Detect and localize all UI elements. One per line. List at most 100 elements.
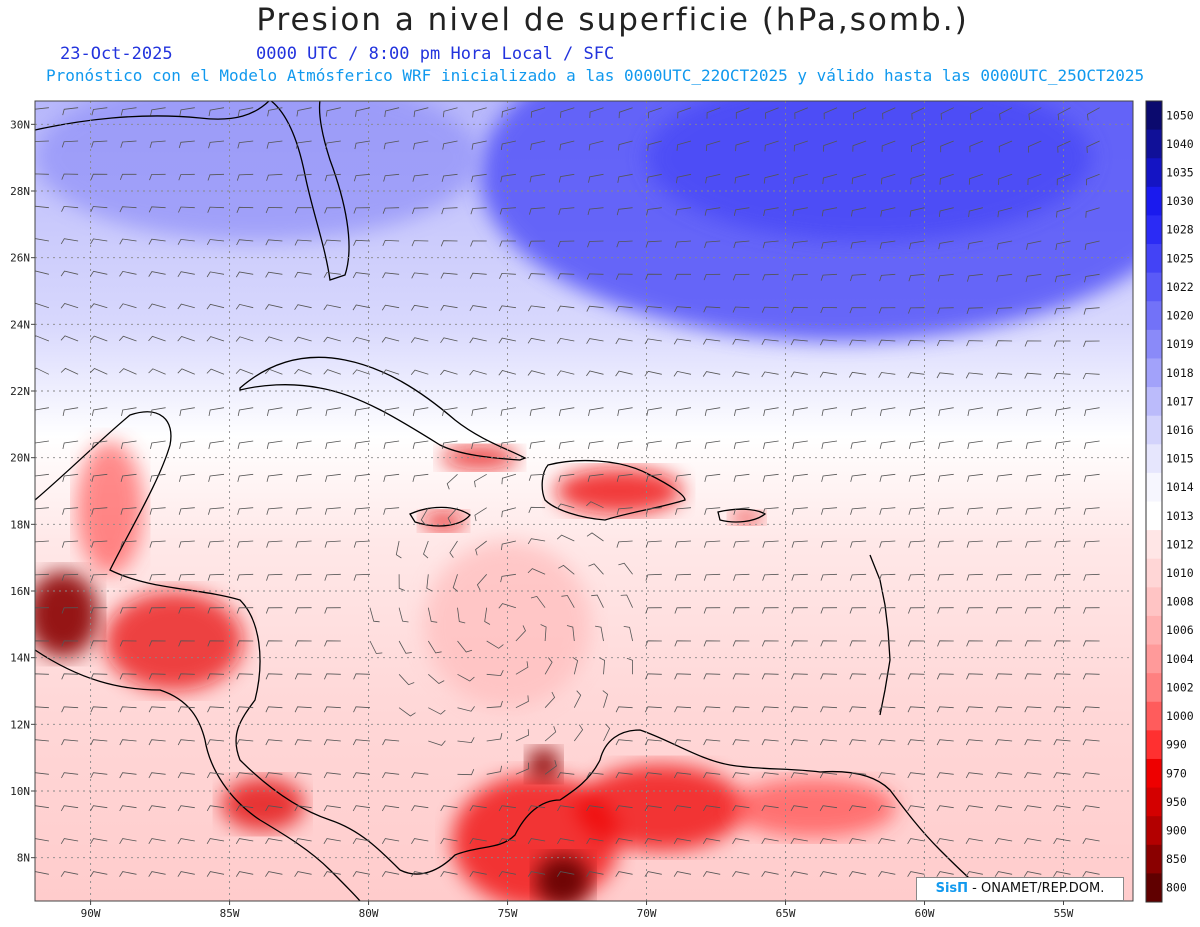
wind-barb bbox=[486, 765, 502, 775]
wind-barb bbox=[997, 207, 1013, 218]
wind-barb bbox=[819, 838, 838, 845]
lat-lon-grid bbox=[35, 101, 1133, 901]
wind-barb bbox=[1086, 140, 1100, 153]
wind-barb bbox=[878, 307, 896, 314]
wind-barb bbox=[1027, 173, 1042, 186]
wind-barb bbox=[616, 507, 633, 515]
wind-barb bbox=[381, 838, 400, 844]
wind-barb bbox=[471, 407, 487, 416]
central-america-coast bbox=[35, 411, 1001, 901]
wind-barb bbox=[558, 407, 575, 416]
wind-barb bbox=[440, 305, 458, 311]
wind-barb bbox=[89, 871, 108, 877]
wind-barb bbox=[207, 640, 225, 647]
wind-barb bbox=[615, 838, 633, 844]
wind-barb bbox=[907, 673, 925, 680]
wind-barb bbox=[1026, 240, 1042, 250]
wind-barb bbox=[937, 307, 954, 314]
wind-barb bbox=[148, 871, 166, 877]
colorbar-swatch bbox=[1146, 387, 1162, 417]
colorbar-label: 1019 bbox=[1166, 337, 1194, 351]
wind-barb bbox=[441, 207, 458, 215]
wind-barb bbox=[586, 305, 604, 312]
wind-barb bbox=[994, 838, 1013, 845]
colorbar-swatch bbox=[1146, 730, 1162, 760]
wind-barb bbox=[442, 107, 458, 118]
wind-barb bbox=[1083, 540, 1100, 548]
wind-barb bbox=[119, 673, 137, 680]
wind-barb bbox=[120, 440, 137, 449]
wind-barb bbox=[937, 573, 954, 581]
colorbar-swatch bbox=[1146, 472, 1162, 502]
wind-barb bbox=[644, 706, 662, 713]
wind-barb bbox=[471, 440, 487, 449]
colorbar-label: 970 bbox=[1166, 766, 1187, 780]
wind-barb bbox=[791, 607, 808, 614]
wind-barb bbox=[618, 107, 633, 119]
wind-barb bbox=[558, 207, 575, 215]
wind-barb bbox=[35, 540, 49, 543]
wind-barb bbox=[732, 772, 750, 779]
wind-barb bbox=[428, 707, 446, 715]
wind-barb bbox=[617, 440, 633, 449]
wind-barb bbox=[761, 805, 779, 812]
wind-barb bbox=[323, 369, 341, 375]
wind-barb bbox=[557, 838, 575, 845]
valid-date: 23-Oct-2025 bbox=[60, 44, 173, 64]
wind-barb bbox=[1054, 607, 1071, 614]
wind-barb bbox=[236, 206, 254, 213]
wind-barb bbox=[849, 673, 867, 680]
wind-barb bbox=[294, 739, 312, 746]
wind-barb bbox=[675, 440, 692, 449]
wind-barb bbox=[878, 739, 896, 746]
wind-barb bbox=[515, 762, 530, 775]
lat-tick-label: 30N bbox=[10, 118, 30, 131]
wind-barb bbox=[1024, 640, 1042, 647]
wind-barb bbox=[703, 739, 721, 746]
wind-barb bbox=[498, 337, 516, 344]
wind-barb bbox=[936, 772, 954, 779]
wind-barb bbox=[1057, 107, 1071, 121]
wind-barb bbox=[674, 306, 692, 313]
colorbar-label: 950 bbox=[1166, 795, 1187, 809]
wind-barb bbox=[90, 607, 108, 614]
wind-barb bbox=[177, 838, 195, 845]
wind-barb bbox=[909, 240, 925, 250]
wind-barb bbox=[35, 673, 49, 675]
wind-barb bbox=[557, 240, 575, 248]
wind-barb bbox=[324, 573, 341, 581]
colorbar-label: 1020 bbox=[1166, 309, 1194, 323]
wind-barb bbox=[208, 107, 225, 117]
wind-barb bbox=[587, 440, 604, 449]
wind-barb bbox=[790, 772, 808, 779]
wind-barb bbox=[733, 540, 750, 548]
wind-barb bbox=[849, 706, 867, 713]
wind-barb bbox=[207, 673, 225, 680]
wind-barb bbox=[965, 739, 983, 746]
chart-title: Presion a nivel de superficie (hPa,somb.… bbox=[256, 2, 969, 38]
wind-barb bbox=[486, 640, 504, 649]
wind-barb bbox=[119, 206, 137, 213]
wind-barb bbox=[529, 173, 546, 183]
wind-barb bbox=[411, 805, 429, 812]
wind-barb bbox=[35, 140, 49, 143]
wind-barb bbox=[1083, 573, 1100, 581]
wind-barb bbox=[1053, 673, 1071, 680]
colorbar-swatch bbox=[1146, 272, 1162, 302]
wind-barb bbox=[908, 507, 925, 515]
wind-barb bbox=[1084, 440, 1100, 449]
wind-barb bbox=[937, 473, 954, 482]
wind-barb bbox=[1024, 607, 1042, 614]
wind-barb bbox=[120, 473, 137, 482]
wind-barb bbox=[995, 340, 1013, 347]
wind-barb bbox=[91, 440, 108, 449]
wind-barb bbox=[265, 838, 283, 845]
wind-barb bbox=[410, 337, 429, 343]
wind-barb bbox=[148, 706, 166, 713]
colorbar-swatch bbox=[1146, 787, 1162, 817]
wind-barb bbox=[792, 440, 808, 449]
wind-barb bbox=[35, 772, 49, 775]
wind-barb bbox=[119, 335, 137, 342]
wind-barb bbox=[206, 303, 225, 310]
wind-barb bbox=[762, 607, 779, 614]
